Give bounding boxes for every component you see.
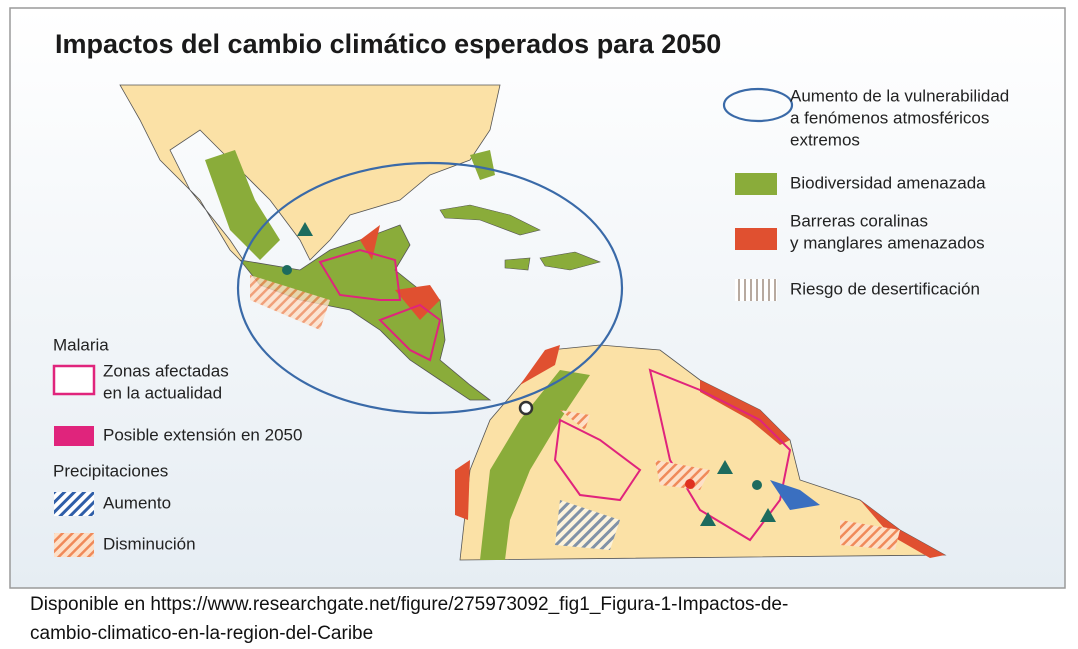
legend-label: Disminución bbox=[103, 534, 196, 553]
legend-heading: Precipitaciones bbox=[53, 461, 168, 480]
map-title: Impactos del cambio climático esperados … bbox=[55, 29, 721, 59]
legend-label: Posible extensión en 2050 bbox=[103, 425, 302, 444]
legend-swatch bbox=[54, 533, 94, 557]
legend-swatch bbox=[735, 173, 777, 195]
legend-label: Aumento bbox=[103, 493, 171, 512]
legend-label: Zonas afectadas bbox=[103, 361, 229, 380]
legend-label: Riesgo de desertificación bbox=[790, 279, 980, 298]
legend-swatch bbox=[735, 228, 777, 250]
legend-label: Barreras coralinas bbox=[790, 211, 928, 230]
legend-swatch bbox=[722, 87, 794, 123]
legend-heading: Malaria bbox=[53, 335, 109, 354]
legend-right bbox=[722, 87, 794, 301]
legend-label: en la actualidad bbox=[103, 383, 222, 402]
legend-label: y manglares amenazados bbox=[790, 233, 985, 252]
legend-label: a fenómenos atmosféricos bbox=[790, 108, 989, 127]
caption: Disponible en https://www.researchgate.n… bbox=[30, 594, 788, 615]
legend-swatch bbox=[54, 426, 94, 446]
legend-label: extremos bbox=[790, 130, 860, 149]
legend-swatch bbox=[54, 492, 94, 516]
legend-label: Biodiversidad amenazada bbox=[790, 173, 986, 192]
map bbox=[119, 84, 947, 561]
caption: cambio-climatico-en-la-region-del-Caribe bbox=[30, 623, 373, 644]
legend-left bbox=[52, 364, 96, 557]
legend-label: Aumento de la vulnerabilidad bbox=[790, 86, 1009, 105]
legend-swatch bbox=[52, 364, 96, 396]
legend-swatch bbox=[735, 279, 777, 301]
